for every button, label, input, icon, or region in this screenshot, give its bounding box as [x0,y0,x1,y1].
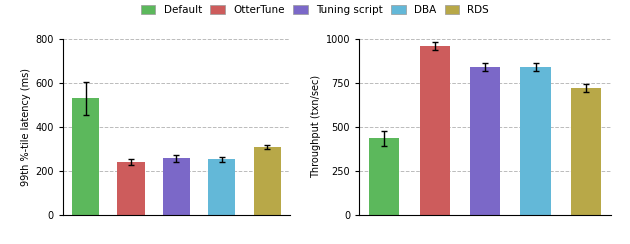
Y-axis label: 99th %-tile latency (ms): 99th %-tile latency (ms) [21,68,32,186]
Bar [369,138,399,215]
Bar [253,147,281,215]
Bar [208,159,236,215]
Bar [72,98,100,215]
Bar [520,67,551,215]
Legend: Default, OtterTune, Tuning script, DBA, RDS: Default, OtterTune, Tuning script, DBA, … [140,5,490,15]
Bar [163,158,190,215]
Bar [470,67,500,215]
Bar [571,88,601,215]
Bar [117,162,145,215]
Y-axis label: Throughput (txn/sec): Throughput (txn/sec) [311,75,321,178]
Bar [420,46,450,215]
